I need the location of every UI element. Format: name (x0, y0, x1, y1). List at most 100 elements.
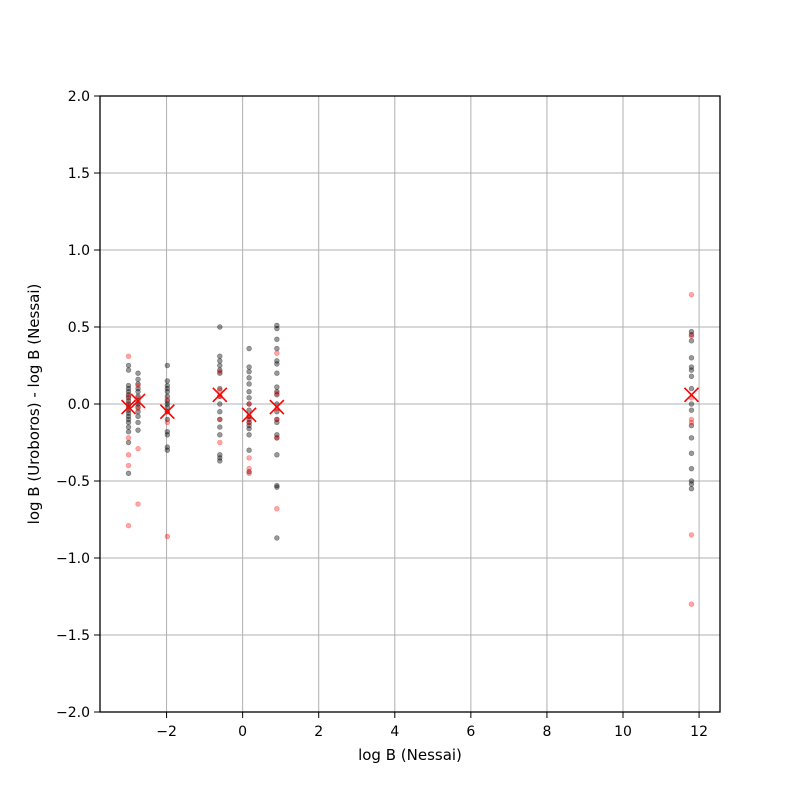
black-data-point (246, 422, 252, 429)
black-data-point (688, 478, 695, 484)
mean-x-marker (683, 387, 700, 403)
red-data-point (135, 405, 141, 412)
black-data-point (688, 332, 695, 338)
black-data-point (246, 469, 252, 475)
black-data-point (217, 409, 223, 415)
black-data-point (164, 444, 171, 450)
black-data-point (274, 384, 280, 390)
mean-x-marker (241, 407, 257, 423)
x-tick-label: 10 (614, 724, 632, 740)
y-tick-label: 0.5 (68, 320, 90, 336)
red-data-point (274, 390, 280, 396)
black-data-point (164, 382, 171, 389)
y-tick-label: 1.5 (68, 166, 90, 182)
black-data-point (688, 465, 695, 472)
black-data-point (164, 429, 171, 435)
black-data-point (125, 424, 132, 430)
black-data-point (217, 367, 223, 373)
ticks: −2 0 2 4 6 8 10 12 −2.0 −1.5 −1.0 −0.5 0.0 0.5 1.0 1.5 2… (56, 89, 708, 740)
red-data-point (125, 393, 132, 399)
red-data-point (135, 382, 141, 389)
black-data-point (125, 388, 132, 395)
black-data-point (125, 395, 132, 401)
red-data-point (688, 601, 695, 607)
red-data-point (125, 353, 132, 359)
black-data-point (164, 398, 171, 404)
black-data-point (246, 395, 252, 401)
black-data-point (246, 416, 252, 423)
black-data-point (688, 486, 695, 492)
black-data-point (274, 388, 280, 395)
black-data-point (217, 455, 223, 461)
y-tick-label: 1.0 (68, 243, 90, 259)
red-data-point (125, 452, 132, 458)
x-tick-label: 12 (690, 724, 708, 740)
red-data-point (246, 419, 252, 426)
x-tick-label: 6 (466, 724, 475, 740)
black-data-point (164, 385, 171, 392)
black-data-point (274, 419, 280, 426)
black-data-point (274, 336, 280, 343)
red-data-point (217, 368, 223, 375)
red-data-point (274, 350, 280, 356)
black-data-point (164, 404, 171, 410)
black-data-point (135, 370, 141, 376)
black-data-point (274, 322, 280, 329)
black-data-point (217, 370, 223, 376)
red-data-point (164, 396, 171, 403)
black-data-point (125, 470, 132, 476)
black-data-point (274, 435, 280, 441)
black-data-point (246, 419, 252, 426)
black-data-point (217, 385, 223, 392)
black-data-point (125, 362, 132, 369)
black-data-point (688, 338, 695, 344)
black-data-point (217, 424, 223, 430)
red-data-point (164, 419, 171, 426)
black-data-point (274, 361, 280, 367)
x-tick-label: 4 (390, 724, 399, 740)
y-tick-label: −0.5 (56, 474, 90, 490)
y-axis-label: log B (Uroboros) - log B (Nessai) (25, 284, 43, 525)
x-tick-label: 8 (542, 724, 551, 740)
black-data-point (246, 407, 252, 413)
black-data-point (164, 362, 171, 369)
black-data-point (274, 452, 280, 458)
black-data-point (217, 416, 223, 423)
black-data-point (164, 447, 171, 453)
black-data-point (135, 419, 141, 426)
black-data-point (246, 364, 252, 370)
black-data-point (125, 382, 132, 389)
red-data-point (164, 533, 171, 540)
red-data-point (135, 445, 141, 452)
mean-x-marker (130, 393, 146, 409)
red-data-point (688, 333, 695, 339)
red-data-point (688, 532, 695, 538)
black-data-point (246, 425, 252, 432)
black-data-point (688, 422, 695, 429)
black-data-point (688, 355, 695, 361)
black-data-point (217, 458, 223, 464)
mean-x-marker (159, 404, 175, 420)
black-data-point (135, 409, 141, 415)
black-data-point (274, 345, 280, 352)
black-data-point (164, 388, 171, 395)
black-data-point (125, 429, 132, 435)
black-data-point (688, 373, 695, 379)
red-data-point (125, 522, 132, 529)
black-data-point (135, 427, 141, 433)
black-data-point (688, 364, 695, 370)
red-data-point (217, 439, 223, 446)
black-data-point (135, 381, 141, 387)
y-tick-label: −1.5 (56, 628, 90, 644)
x-tick-label: 0 (238, 724, 247, 740)
black-data-point (125, 410, 132, 416)
black-data-point (274, 484, 280, 490)
y-tick-label: 2.0 (68, 89, 90, 105)
black-data-point (246, 401, 252, 407)
black-data-point (125, 413, 132, 420)
red-data-point (274, 416, 280, 423)
red-data-point (274, 506, 280, 512)
black-data-point (688, 328, 695, 335)
black-data-point (164, 432, 171, 438)
black-data-point (125, 367, 132, 373)
